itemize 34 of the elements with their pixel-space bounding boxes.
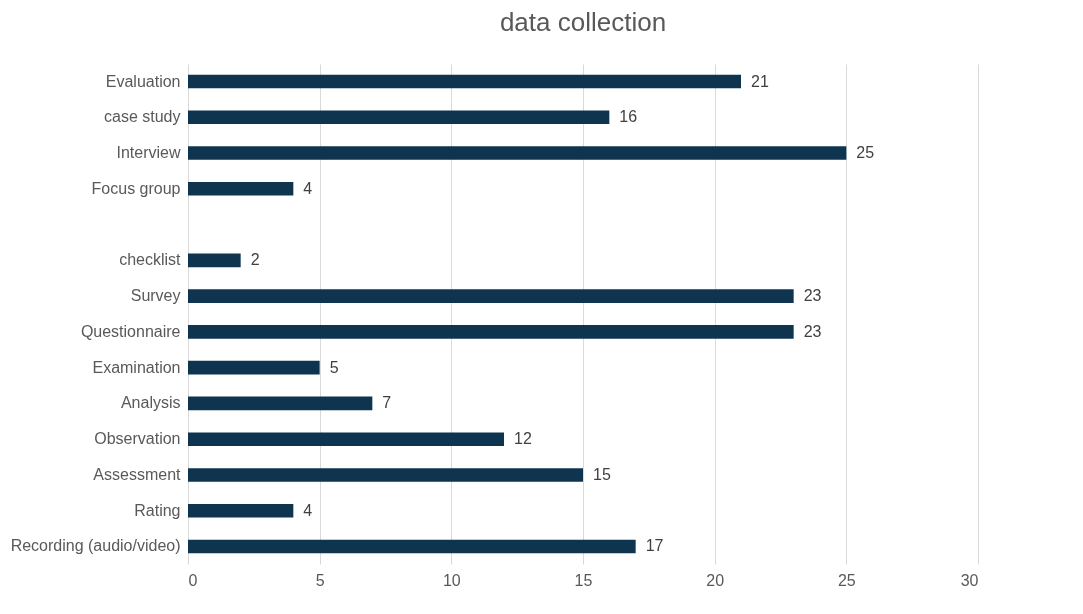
x-tick-label: 10 [442,571,461,589]
y-tick-label: Focus group [91,179,181,197]
data-label: 4 [303,501,313,519]
y-tick-label: case study [104,108,181,126]
y-tick-label: Recording (audio/video) [10,537,181,555]
data-label: 21 [751,72,769,90]
data-label: 5 [329,358,339,376]
y-tick-label: Rating [134,501,181,519]
y-tick-label: Evaluation [105,72,181,90]
y-tick-label: Examination [92,358,181,376]
data-label: 16 [619,108,638,126]
x-tick-label: 0 [188,571,198,589]
y-tick-label: Analysis [120,394,181,412]
data-label: 23 [803,322,822,340]
x-tick-label: 30 [960,571,979,589]
x-tick-label: 25 [837,571,856,589]
y-tick-label: Assessment [93,465,182,483]
data-label: 4 [303,179,313,197]
data-label: 15 [593,465,611,483]
chart-title: data collection [499,7,667,37]
data-label: 7 [382,394,392,412]
x-tick-label: 5 [315,571,325,589]
y-tick-label: checklist [119,251,182,269]
x-tick-label: 15 [574,571,593,589]
y-tick-label: Observation [94,430,181,448]
data-label: 2 [250,251,260,269]
x-tick-label: 20 [706,571,725,589]
y-tick-label: Interview [116,144,181,162]
data-label: 17 [645,537,664,555]
data-label: 25 [856,144,875,162]
y-tick-label: Survey [130,287,181,305]
y-tick-label: Questionnaire [80,322,181,340]
data-label: 23 [803,287,822,305]
data-label: 12 [514,430,532,448]
